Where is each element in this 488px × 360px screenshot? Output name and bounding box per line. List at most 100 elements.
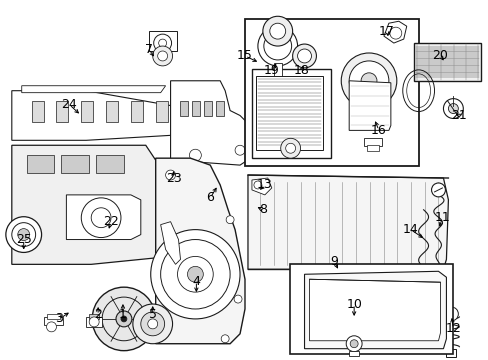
Circle shape xyxy=(447,104,457,113)
Polygon shape xyxy=(12,145,178,264)
Circle shape xyxy=(280,138,300,158)
Bar xyxy=(446,349,455,357)
Text: 22: 22 xyxy=(103,215,119,228)
Bar xyxy=(273,63,281,83)
Circle shape xyxy=(161,239,230,309)
Bar xyxy=(192,100,200,116)
Bar xyxy=(244,19,418,166)
Circle shape xyxy=(116,311,132,327)
Polygon shape xyxy=(66,195,141,239)
Circle shape xyxy=(153,34,171,52)
Polygon shape xyxy=(304,271,446,349)
Bar xyxy=(46,314,61,319)
Circle shape xyxy=(177,256,213,292)
Bar xyxy=(155,100,167,122)
Bar xyxy=(289,264,452,354)
Polygon shape xyxy=(251,178,271,195)
Circle shape xyxy=(166,165,176,175)
Circle shape xyxy=(389,27,401,39)
Circle shape xyxy=(133,304,172,344)
Polygon shape xyxy=(383,21,406,43)
Circle shape xyxy=(235,145,244,155)
Circle shape xyxy=(292,44,316,68)
Bar xyxy=(27,155,54,173)
Bar xyxy=(61,155,89,173)
Text: 10: 10 xyxy=(346,297,361,311)
Circle shape xyxy=(443,99,462,118)
Text: 9: 9 xyxy=(330,255,338,268)
Text: 23: 23 xyxy=(165,171,181,185)
Text: 13: 13 xyxy=(256,179,272,192)
Text: 1: 1 xyxy=(119,309,126,321)
Circle shape xyxy=(263,16,292,46)
Polygon shape xyxy=(170,81,259,165)
Text: 3: 3 xyxy=(56,312,63,325)
Bar xyxy=(348,351,358,356)
Circle shape xyxy=(221,335,229,343)
Circle shape xyxy=(348,61,388,100)
Text: 11: 11 xyxy=(434,211,449,224)
Circle shape xyxy=(152,46,172,66)
Circle shape xyxy=(285,143,295,153)
Bar xyxy=(106,100,118,122)
Text: 7: 7 xyxy=(144,42,152,55)
Text: 24: 24 xyxy=(61,98,77,111)
Polygon shape xyxy=(247,175,447,269)
Text: 15: 15 xyxy=(237,49,252,63)
Circle shape xyxy=(264,32,291,60)
Circle shape xyxy=(257,26,297,66)
Text: 18: 18 xyxy=(293,64,309,77)
Circle shape xyxy=(91,208,111,228)
Bar xyxy=(89,314,99,319)
Circle shape xyxy=(187,266,203,282)
Bar xyxy=(366,145,378,151)
Circle shape xyxy=(121,316,127,322)
Polygon shape xyxy=(12,91,175,140)
Circle shape xyxy=(360,73,376,89)
Text: 14: 14 xyxy=(402,223,418,236)
Circle shape xyxy=(89,317,99,327)
Circle shape xyxy=(158,39,166,47)
Circle shape xyxy=(349,340,357,348)
Bar xyxy=(96,155,123,173)
Circle shape xyxy=(346,336,361,352)
Bar xyxy=(86,317,102,327)
Circle shape xyxy=(46,322,56,332)
Circle shape xyxy=(92,287,155,351)
Circle shape xyxy=(431,183,445,197)
Bar xyxy=(255,76,323,150)
Circle shape xyxy=(253,181,262,189)
Circle shape xyxy=(297,49,311,63)
Circle shape xyxy=(147,319,157,329)
Polygon shape xyxy=(161,222,180,264)
Polygon shape xyxy=(309,279,440,341)
Polygon shape xyxy=(21,86,165,93)
Bar xyxy=(81,100,93,122)
Bar xyxy=(56,100,68,122)
Circle shape xyxy=(81,198,121,238)
Circle shape xyxy=(234,295,242,303)
Text: 17: 17 xyxy=(378,24,394,38)
Circle shape xyxy=(269,23,285,39)
Text: 19: 19 xyxy=(264,64,279,77)
Polygon shape xyxy=(348,81,390,130)
Circle shape xyxy=(18,229,30,240)
Bar xyxy=(251,69,331,158)
Bar xyxy=(148,31,176,51)
Circle shape xyxy=(189,149,201,161)
Bar xyxy=(364,138,381,146)
Circle shape xyxy=(6,217,41,252)
Text: 6: 6 xyxy=(206,192,214,204)
Text: 5: 5 xyxy=(148,309,156,321)
Circle shape xyxy=(150,230,240,319)
Bar xyxy=(413,43,480,81)
Text: 2: 2 xyxy=(94,309,102,321)
Bar xyxy=(43,317,63,325)
Bar xyxy=(32,100,43,122)
Circle shape xyxy=(444,307,457,321)
Circle shape xyxy=(165,170,175,180)
Polygon shape xyxy=(155,158,244,344)
Bar xyxy=(216,100,224,116)
Text: 16: 16 xyxy=(370,124,386,137)
Bar xyxy=(204,100,212,116)
